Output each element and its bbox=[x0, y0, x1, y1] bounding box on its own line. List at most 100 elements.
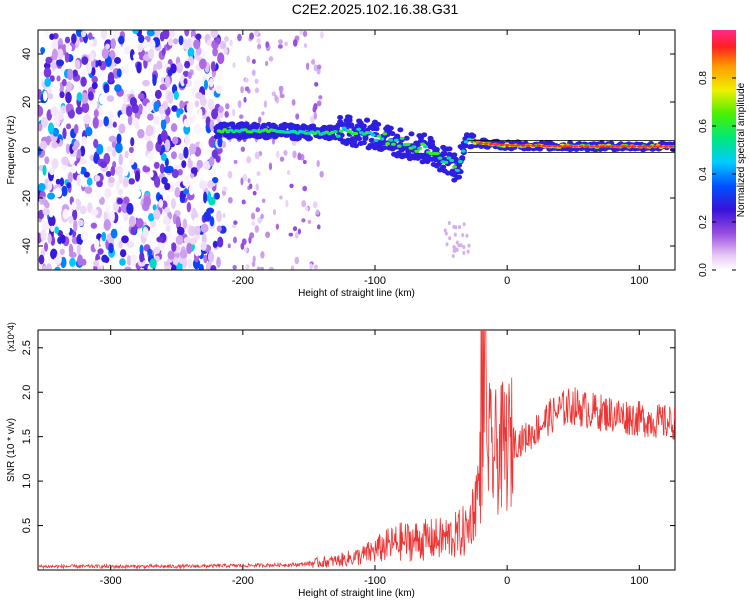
spectrogram-cell bbox=[42, 207, 50, 216]
spectrogram-cell bbox=[136, 61, 142, 74]
spectrogram-cell bbox=[375, 121, 382, 127]
spectrogram-cell bbox=[237, 100, 242, 108]
spectrogram-cell bbox=[531, 144, 537, 147]
spectrogram-cell bbox=[367, 131, 373, 135]
spectrogram-cell bbox=[44, 30, 50, 37]
spectrogram-cell bbox=[61, 78, 67, 87]
spectrogram-cell bbox=[277, 44, 283, 49]
x-tick-label: -100 bbox=[364, 575, 386, 587]
spectrogram-cell bbox=[160, 118, 167, 131]
spectrogram-cell bbox=[176, 110, 181, 118]
spectrogram-cell bbox=[139, 244, 144, 255]
spectrogram-cell bbox=[146, 140, 154, 152]
spectrogram-cell bbox=[302, 30, 308, 37]
spectrogram-cell bbox=[175, 47, 180, 56]
spectrogram-cell bbox=[332, 129, 338, 134]
spectrogram-cell bbox=[176, 226, 185, 236]
spectrogram-cell bbox=[83, 113, 91, 125]
spectrogram-cell bbox=[112, 30, 120, 39]
spectrogram-cell bbox=[178, 152, 185, 161]
spectrogram-cell bbox=[316, 159, 320, 168]
spectrogram-cell bbox=[127, 115, 133, 126]
spectrogram-cell bbox=[399, 136, 405, 140]
spectrogram-cell bbox=[171, 242, 177, 252]
spectrogram-cell bbox=[154, 89, 162, 100]
spectrogram-cell bbox=[93, 109, 99, 118]
spectrogram-cell bbox=[274, 94, 278, 102]
spectrogram-cell bbox=[158, 198, 164, 208]
spectrogram-cell bbox=[187, 258, 193, 269]
spectrogram-cell bbox=[76, 162, 82, 174]
colorbar-tick-label: 0.0 bbox=[698, 263, 709, 277]
spectrogram-cell bbox=[73, 124, 79, 135]
spectrogram-cell bbox=[246, 55, 251, 63]
spectrogram-cell bbox=[38, 146, 42, 156]
y-axis-label: SNR (10 * v/v) bbox=[6, 418, 17, 482]
spectrogram-cell bbox=[373, 138, 379, 142]
spectrogram-cell bbox=[65, 143, 71, 154]
spectrogram-cell bbox=[182, 188, 190, 195]
spectrogram-cell bbox=[119, 249, 127, 258]
spectrogram-cell bbox=[186, 202, 192, 213]
spectrogram-cell bbox=[214, 192, 220, 200]
spectrogram-cell bbox=[279, 195, 283, 200]
spectrogram-cell bbox=[118, 123, 126, 134]
spectrogram-cell bbox=[459, 243, 463, 248]
spectrogram-cell bbox=[108, 110, 114, 123]
spectrogram-cell bbox=[91, 67, 96, 76]
spectrogram-cell bbox=[103, 83, 110, 94]
spectrogram-cell bbox=[50, 106, 59, 117]
spectrogram-cell bbox=[192, 258, 201, 270]
spectrogram-cell bbox=[107, 71, 115, 84]
spectrogram-cell bbox=[283, 150, 288, 156]
spectrogram-cell bbox=[171, 264, 177, 270]
spectrogram-cell bbox=[150, 186, 156, 197]
spectrogram-cell bbox=[190, 87, 197, 94]
spectrogram-cell bbox=[279, 156, 285, 162]
spectrogram-cell bbox=[318, 95, 323, 100]
y-scale-label: (x10^4) bbox=[6, 322, 16, 352]
spectrogram-cell bbox=[41, 265, 48, 270]
spectrogram-cell bbox=[175, 234, 184, 246]
spectrogram-cell bbox=[316, 100, 322, 107]
spectrogram-cell bbox=[57, 48, 64, 60]
spectrogram-cell bbox=[67, 171, 73, 184]
spectrogram-cell bbox=[212, 47, 219, 57]
spectrogram-cell bbox=[209, 228, 215, 236]
spectrogram-cell bbox=[81, 102, 90, 114]
spectrogram-cell bbox=[222, 186, 228, 192]
spectrogram-cell bbox=[381, 145, 388, 151]
spectrogram-cell bbox=[260, 213, 264, 220]
spectrogram-cell bbox=[212, 240, 218, 248]
spectrogram-cell bbox=[231, 108, 236, 117]
spectrogram-cell bbox=[182, 218, 188, 230]
spectrogram-cell bbox=[70, 164, 77, 174]
y-tick-label: 2.0 bbox=[21, 385, 33, 400]
spectrogram-cell bbox=[200, 241, 207, 251]
spectrogram-cell bbox=[182, 70, 190, 77]
spectrogram-cell bbox=[97, 106, 105, 117]
spectrogram-cell bbox=[433, 147, 440, 153]
spectrogram-cell bbox=[115, 43, 122, 54]
spectrogram-cell bbox=[80, 145, 86, 157]
spectrogram-cell bbox=[128, 158, 135, 166]
spectrogram-cell bbox=[239, 114, 244, 119]
spectrogram-cell bbox=[316, 64, 322, 70]
spectrogram-cell bbox=[470, 133, 477, 139]
spectrogram-cell bbox=[156, 60, 163, 70]
spectrogram-cell bbox=[48, 214, 56, 227]
x-tick-label: -100 bbox=[364, 275, 386, 287]
spectrogram-cell bbox=[132, 53, 140, 60]
spectrogram-cell bbox=[121, 235, 129, 244]
spectrogram-cell bbox=[219, 130, 225, 134]
spectrogram-cell bbox=[271, 91, 276, 97]
spectrogram-cell bbox=[445, 242, 449, 247]
spectrogram-cell bbox=[126, 241, 135, 249]
spectrogram-cell bbox=[455, 240, 459, 245]
spectrogram-cell bbox=[245, 263, 250, 270]
spectrogram-cell bbox=[423, 145, 428, 149]
y-tick-label: 2.5 bbox=[21, 340, 33, 355]
spectrogram-cell bbox=[382, 132, 388, 136]
spectrogram-cell bbox=[370, 133, 376, 137]
